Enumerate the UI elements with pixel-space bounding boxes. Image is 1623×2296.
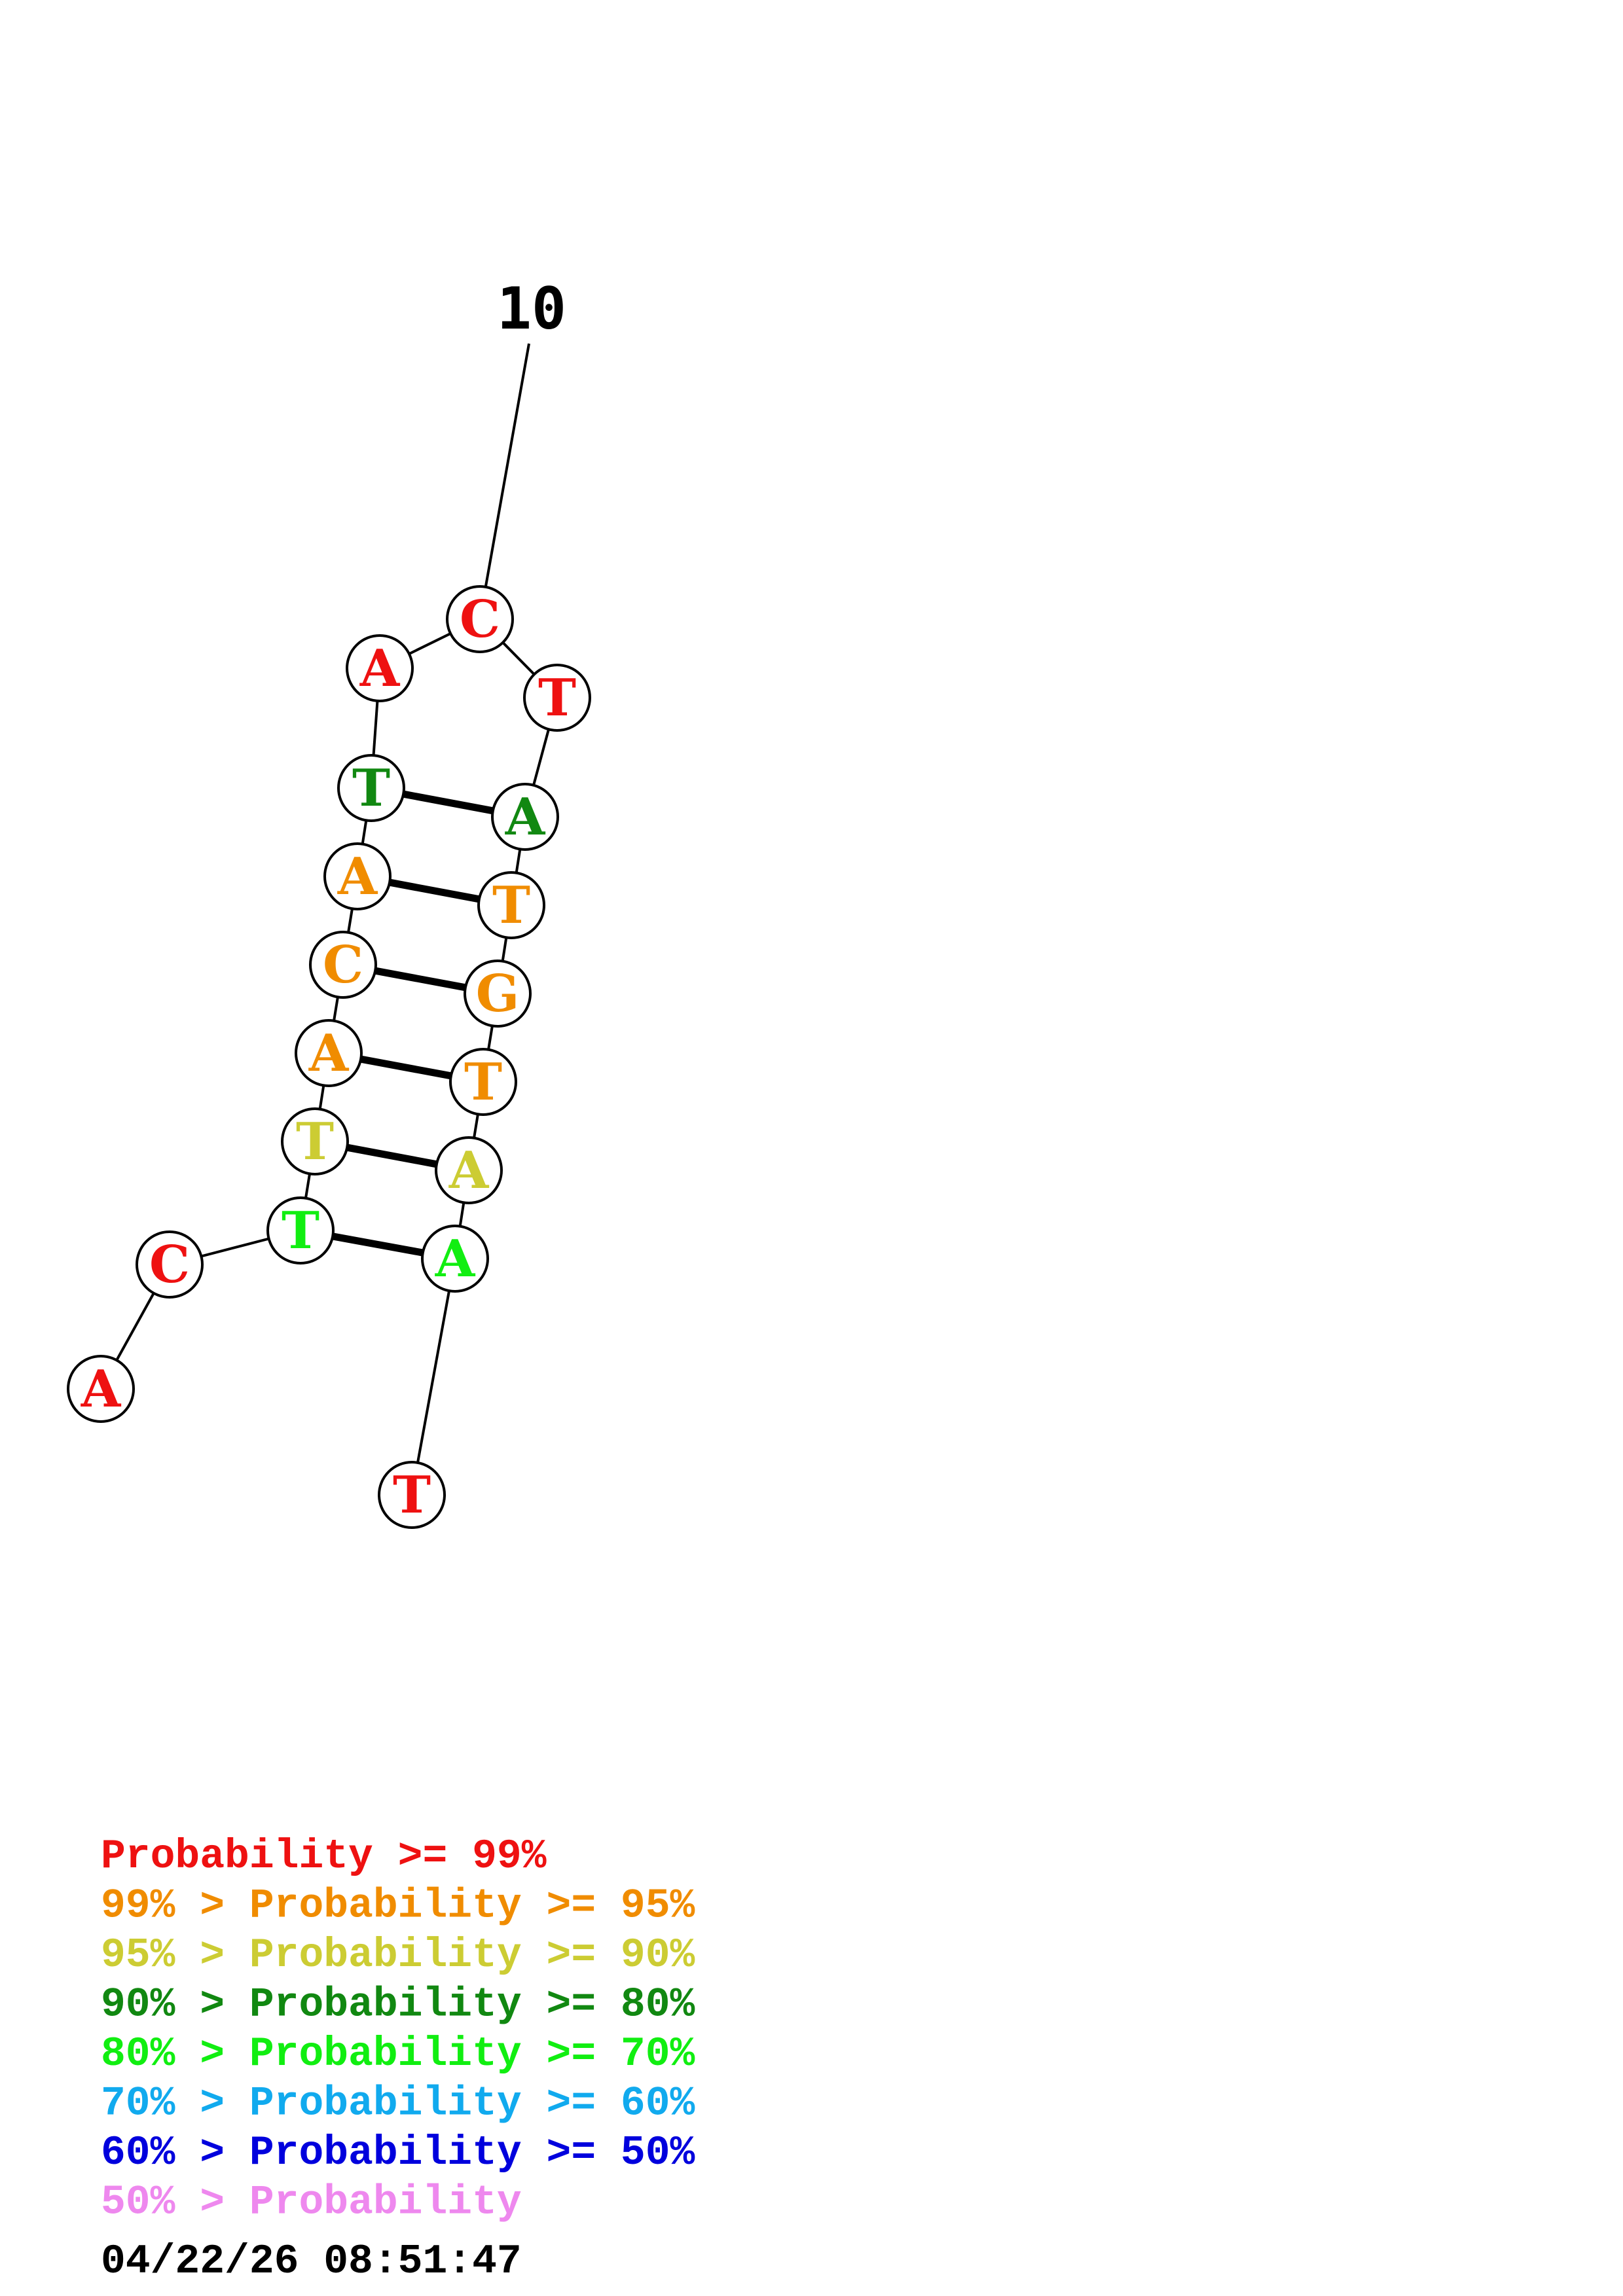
base-pair-bond (346, 1143, 437, 1168)
nucleotide-base: T (538, 668, 576, 728)
nucleotide-base: A (337, 847, 378, 906)
nucleotide-base: A (505, 787, 546, 847)
nucleotide: A (323, 842, 392, 910)
nucleotide-circle (523, 664, 591, 732)
nucleotide-circle (67, 1355, 135, 1423)
nucleotide-base: A (359, 639, 401, 698)
nucleotide-base: T (282, 1201, 319, 1261)
nucleotide-base: C (323, 935, 363, 995)
base-pair-bond (389, 878, 480, 903)
backbone-segment (410, 1258, 456, 1496)
base-pair-layer (332, 790, 494, 1257)
legend-entry: 99% > Probability >= 95% (101, 1883, 695, 1929)
legend-entry: 70% > Probability >= 60% (101, 2081, 695, 2127)
nucleotide-base: T (393, 1465, 431, 1525)
nucleotide-circle (266, 1196, 335, 1265)
nucleotide: A (491, 783, 559, 851)
nucleotide: T (266, 1196, 335, 1265)
nucleotide: C (309, 931, 377, 999)
timestamp: 04/22/26 08:51:47 (101, 2238, 522, 2285)
nucleotide-base: A (81, 1359, 122, 1419)
probability-legend: Probability >= 99%99% > Probability >= 9… (101, 1833, 695, 2226)
nucleotide-base: C (149, 1235, 190, 1295)
base-pair-bond (403, 790, 494, 815)
nucleotide: T (523, 664, 591, 732)
nucleotide-circle (295, 1019, 363, 1087)
nucleotide-circle (337, 754, 405, 822)
marker-label: 10 (497, 275, 566, 342)
nucleotide: A (435, 1136, 503, 1204)
nucleotide-circle (323, 842, 392, 910)
nucleotide-circle (136, 1230, 204, 1299)
nucleotide: T (281, 1107, 349, 1175)
nucleotide-base: G (476, 964, 520, 1024)
nucleotide-base: T (492, 876, 530, 935)
legend-entry: 95% > Probability >= 90% (101, 1932, 695, 1979)
legend-entry: Probability >= 99% (101, 1833, 547, 1880)
legend-entry: 60% > Probability >= 50% (101, 2130, 695, 2176)
nucleotide-base: T (296, 1112, 334, 1172)
nucleotide-circle (446, 585, 514, 653)
legend-entry: 50% > Probability (101, 2179, 522, 2226)
nucleotide: T (378, 1461, 446, 1529)
base-pair-bond (360, 1055, 452, 1080)
nucleotide-base: A (448, 1141, 490, 1200)
nucleotide-base: A (308, 1024, 350, 1083)
nucleotide-circle (477, 871, 545, 939)
legend-entry: 80% > Probability >= 70% (101, 2031, 695, 2077)
nucleotide: T (337, 754, 405, 822)
nucleotide-circle (449, 1048, 517, 1116)
nucleotide: A (346, 634, 414, 702)
nucleotide-circle (464, 960, 532, 1028)
nucleotide: T (449, 1048, 517, 1116)
position-marker: 10 (484, 275, 566, 588)
nucleotide: A (67, 1355, 135, 1423)
nucleotide: C (136, 1230, 204, 1299)
nucleotide: G (464, 960, 532, 1028)
nucleotide: A (295, 1019, 363, 1087)
nucleotide-base: A (435, 1229, 476, 1289)
nucleotide-base: T (352, 759, 390, 818)
nucleotide: T (477, 871, 545, 939)
marker-line (484, 343, 530, 588)
nucleotide: A (421, 1225, 489, 1293)
nucleotide-circle (281, 1107, 349, 1175)
nucleotide-base: C (460, 590, 500, 649)
nucleotide-base: T (464, 1052, 502, 1112)
nucleotide-circle (491, 783, 559, 851)
legend-entry: 90% > Probability >= 80% (101, 1982, 695, 2028)
nucleotide-circle (309, 931, 377, 999)
base-pair-bond (332, 1232, 424, 1257)
nucleotide-circle (346, 634, 414, 702)
nucleotide-circle (421, 1225, 489, 1293)
nucleotide-circle (435, 1136, 503, 1204)
base-pair-bond (374, 967, 466, 992)
nucleotide-circle (378, 1461, 446, 1529)
nucleotide: C (446, 585, 514, 653)
